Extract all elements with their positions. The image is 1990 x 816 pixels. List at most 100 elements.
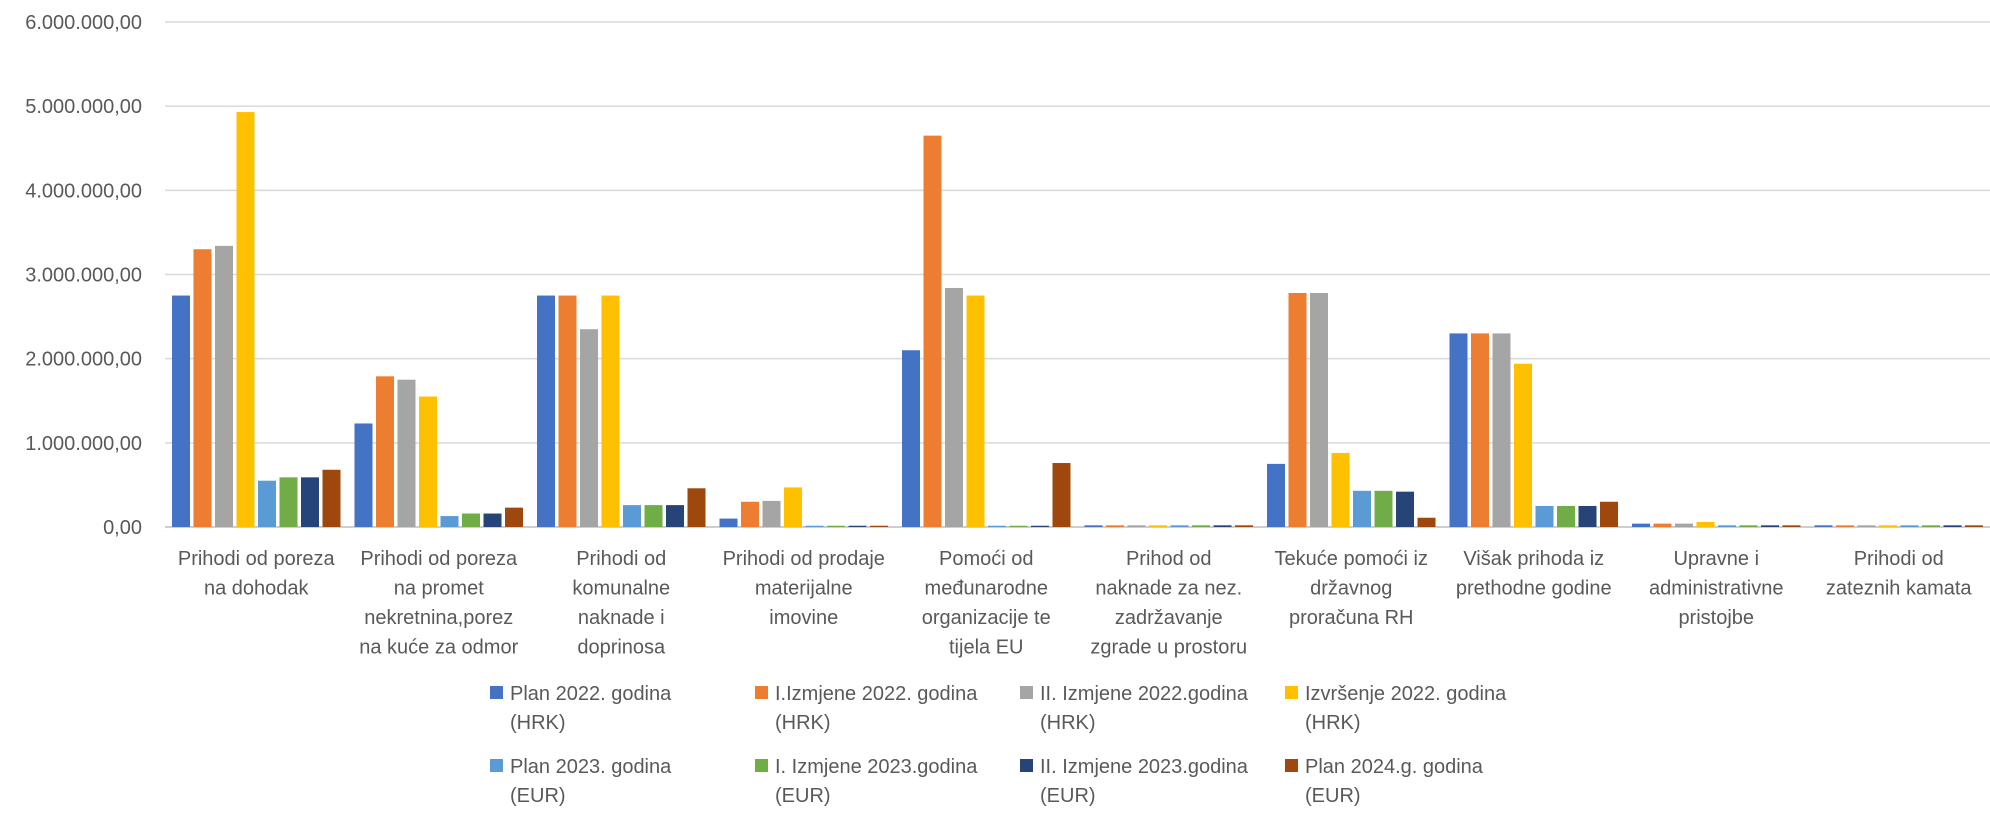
- bar: [1396, 491, 1414, 527]
- bar: [784, 487, 802, 527]
- bar: [902, 350, 920, 527]
- y-tick-label: 2.000.000,00: [25, 349, 142, 371]
- bar: [1600, 501, 1618, 527]
- bar: [1492, 333, 1511, 527]
- bar: [1922, 525, 1940, 527]
- bar: [301, 477, 319, 527]
- bar: [1535, 505, 1554, 527]
- legend-label: II. Izmjene 2023.godina (EUR): [1040, 756, 1249, 807]
- y-tick-label: 4.000.000,00: [25, 180, 142, 202]
- bar: [1052, 463, 1071, 527]
- bar: [1374, 490, 1393, 527]
- legend-item: Plan 2024.g. godina (EUR): [1285, 756, 1484, 807]
- bar: [580, 329, 598, 527]
- bar: [966, 295, 985, 527]
- bars: [172, 112, 1983, 527]
- bar: [1106, 525, 1124, 527]
- x-tick-label: Prihodi od zateznih kamata: [1826, 548, 1973, 600]
- legend-label: Izvršenje 2022. godina (HRK): [1305, 683, 1507, 734]
- x-tick-label: Tekuće pomoći iz državnog proračuna RH: [1275, 548, 1428, 629]
- x-tick-label: Prihodi od poreza na promet nekretnina,por…: [359, 548, 518, 659]
- gridlines: [165, 21, 1990, 528]
- bar: [1471, 333, 1489, 527]
- x-tick-label: Prihodi od komunalne naknade i doprinosa: [572, 548, 670, 659]
- legend-item: I. Izmjene 2023.godina (EUR): [755, 756, 978, 807]
- bar: [741, 501, 759, 527]
- bar: [1761, 525, 1779, 527]
- bar: [1449, 333, 1468, 527]
- legend-item: Izvršenje 2022. godina (HRK): [1285, 683, 1507, 734]
- x-tick-label: Višak prihoda iz prethodne godine: [1456, 548, 1612, 600]
- bar: [1514, 363, 1532, 527]
- bar: [1288, 293, 1307, 527]
- y-axis: 0,00 1.000.000,00 2.000.000,00 3.000.000,00…: [25, 12, 142, 539]
- bar: [1943, 525, 1962, 527]
- x-tick-label: Prihodi od prodaje materijalne imovine: [723, 548, 885, 629]
- bar: [1836, 525, 1854, 527]
- legend-swatch: [490, 686, 503, 699]
- bar: [462, 513, 480, 527]
- bar: [923, 135, 942, 527]
- bar: [1739, 525, 1758, 527]
- bar: [687, 488, 706, 527]
- bar: [1814, 525, 1833, 527]
- bar: [1084, 525, 1103, 527]
- legend-label: Plan 2023. godina (EUR): [510, 756, 672, 807]
- legend-item: II. Izmjene 2023.godina (EUR): [1020, 756, 1249, 807]
- bar: [537, 295, 555, 527]
- x-tick-label: Prihodi od poreza na dohodak: [178, 548, 336, 600]
- bar: [1578, 505, 1597, 527]
- bar: [1149, 525, 1167, 527]
- legend-swatch: [755, 759, 768, 772]
- bar: [1417, 517, 1436, 527]
- bar: [483, 513, 502, 527]
- legend-label: Plan 2022. godina (HRK): [510, 683, 672, 734]
- y-tick-label: 3.000.000,00: [25, 265, 142, 287]
- legend-swatch: [490, 759, 503, 772]
- bar: [419, 396, 437, 527]
- legend-swatch: [1020, 686, 1033, 699]
- bar: [1857, 525, 1876, 527]
- y-tick-label: 0,00: [103, 517, 142, 539]
- bar: [601, 295, 620, 527]
- bar: [1267, 463, 1285, 527]
- bar: [376, 376, 394, 527]
- legend-item: II. Izmjene 2022.godina (HRK): [1020, 683, 1249, 734]
- bar: [1718, 525, 1736, 527]
- bar: [505, 507, 523, 527]
- bar: [1127, 525, 1146, 527]
- bar: [644, 505, 663, 527]
- bar: [1353, 490, 1371, 527]
- x-tick-label: Pomoći od međunarodne organizacije te tijel…: [922, 548, 1051, 659]
- y-tick-label: 1.000.000,00: [25, 433, 142, 455]
- bar: [870, 525, 888, 527]
- bar: [1310, 293, 1328, 527]
- y-tick-label: 6.000.000,00: [25, 12, 142, 34]
- bar: [945, 287, 963, 527]
- legend-swatch: [1020, 759, 1033, 772]
- bar: [215, 245, 233, 527]
- bar: [172, 295, 190, 527]
- bar: [1696, 521, 1715, 527]
- bar: [1031, 525, 1049, 527]
- bar: [1675, 523, 1693, 527]
- bar: [1213, 525, 1232, 527]
- bar: [1557, 505, 1575, 527]
- legend-swatch: [1285, 686, 1298, 699]
- bar: [279, 477, 298, 527]
- legend: Plan 2022. godina (HRK) I.Izmjene 2022. go…: [490, 683, 1507, 807]
- bar: [397, 379, 416, 527]
- bar: [558, 295, 577, 527]
- x-tick-label: Prihod od naknade za nez. zadržavanje zgrad…: [1090, 548, 1247, 659]
- bar: [805, 525, 824, 527]
- bar: [440, 516, 459, 527]
- x-axis: Prihodi od poreza na dohodak Prihodi od po…: [178, 548, 1973, 659]
- y-tick-label: 5.000.000,00: [25, 96, 142, 118]
- legend-item: I.Izmjene 2022. godina (HRK): [755, 683, 978, 734]
- bar: [193, 249, 212, 527]
- bar: [1900, 525, 1919, 527]
- legend-swatch: [755, 686, 768, 699]
- bar: [354, 423, 373, 527]
